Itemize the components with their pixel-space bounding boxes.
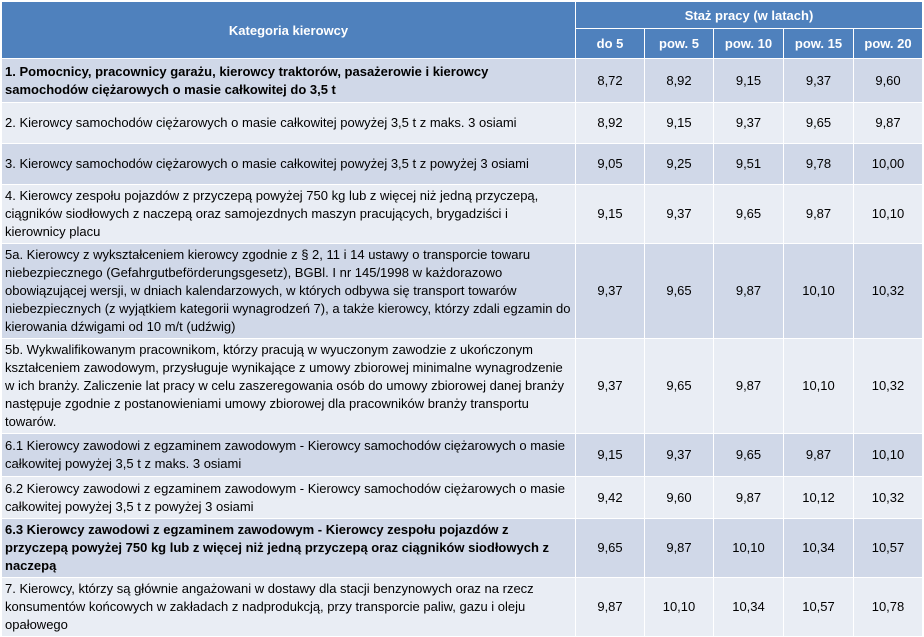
value-cell: 8,72 bbox=[575, 58, 645, 103]
value-cell: 9,05 bbox=[575, 143, 645, 185]
value-cell: 9,37 bbox=[644, 433, 714, 477]
value-cell: 9,78 bbox=[783, 143, 854, 185]
column-header: pow. 10 bbox=[713, 28, 784, 59]
value-cell: 9,60 bbox=[853, 58, 923, 103]
value-cell: 9,15 bbox=[644, 102, 714, 144]
value-cell: 10,10 bbox=[853, 184, 923, 244]
table-row: 7. Kierowcy, którzy są głównie angażowan… bbox=[1, 577, 923, 637]
column-header: pow. 20 bbox=[853, 28, 923, 59]
value-cell: 9,87 bbox=[575, 577, 645, 637]
value-cell: 10,32 bbox=[853, 476, 923, 519]
table-row: 6.1 Kierowcy zawodowi z egzaminem zawodo… bbox=[1, 433, 923, 477]
category-cell: 5a. Kierowcy z wykształceniem kierowcy z… bbox=[1, 243, 576, 339]
value-cell: 10,32 bbox=[853, 338, 923, 434]
table-row: 5a. Kierowcy z wykształceniem kierowcy z… bbox=[1, 243, 923, 339]
category-cell: 6.1 Kierowcy zawodowi z egzaminem zawodo… bbox=[1, 433, 576, 477]
value-cell: 10,10 bbox=[713, 518, 784, 578]
value-cell: 9,37 bbox=[575, 243, 645, 339]
table-row: 1. Pomocnicy, pracownicy garażu, kierowc… bbox=[1, 58, 923, 103]
category-cell: 5b. Wykwalifikowanym pracownikom, którzy… bbox=[1, 338, 576, 434]
category-cell: 7. Kierowcy, którzy są głównie angażowan… bbox=[1, 577, 576, 637]
value-cell: 10,32 bbox=[853, 243, 923, 339]
value-cell: 9,87 bbox=[713, 476, 784, 519]
value-cell: 9,25 bbox=[644, 143, 714, 185]
value-cell: 9,65 bbox=[644, 338, 714, 434]
value-cell: 9,15 bbox=[713, 58, 784, 103]
value-cell: 9,87 bbox=[713, 243, 784, 339]
value-cell: 10,78 bbox=[853, 577, 923, 637]
value-cell: 10,10 bbox=[783, 338, 854, 434]
value-cell: 9,51 bbox=[713, 143, 784, 185]
value-cell: 10,10 bbox=[853, 433, 923, 477]
value-cell: 10,10 bbox=[644, 577, 714, 637]
category-header: Kategoria kierowcy bbox=[1, 1, 576, 59]
value-cell: 9,37 bbox=[783, 58, 854, 103]
value-cell: 10,34 bbox=[783, 518, 854, 578]
value-cell: 9,37 bbox=[713, 102, 784, 144]
table-row: 2. Kierowcy samochodów ciężarowych o mas… bbox=[1, 102, 923, 144]
value-cell: 9,87 bbox=[783, 433, 854, 477]
value-cell: 9,65 bbox=[713, 433, 784, 477]
value-cell: 9,37 bbox=[575, 338, 645, 434]
value-cell: 9,37 bbox=[644, 184, 714, 244]
category-cell: 6.3 Kierowcy zawodowi z egzaminem zawodo… bbox=[1, 518, 576, 578]
value-cell: 9,15 bbox=[575, 184, 645, 244]
table-row: 6.3 Kierowcy zawodowi z egzaminem zawodo… bbox=[1, 518, 923, 578]
value-cell: 10,34 bbox=[713, 577, 784, 637]
value-cell: 10,10 bbox=[783, 243, 854, 339]
seniority-header: Staż pracy (w latach) bbox=[575, 1, 923, 29]
value-cell: 10,12 bbox=[783, 476, 854, 519]
value-cell: 10,57 bbox=[853, 518, 923, 578]
category-cell: 1. Pomocnicy, pracownicy garażu, kierowc… bbox=[1, 58, 576, 103]
category-cell: 6.2 Kierowcy zawodowi z egzaminem zawodo… bbox=[1, 476, 576, 519]
column-header: pow. 5 bbox=[644, 28, 714, 59]
value-cell: 9,65 bbox=[575, 518, 645, 578]
category-cell: 3. Kierowcy samochodów ciężarowych o mas… bbox=[1, 143, 576, 185]
value-cell: 9,15 bbox=[575, 433, 645, 477]
value-cell: 9,87 bbox=[644, 518, 714, 578]
table-row: 3. Kierowcy samochodów ciężarowych o mas… bbox=[1, 143, 923, 185]
category-cell: 2. Kierowcy samochodów ciężarowych o mas… bbox=[1, 102, 576, 144]
value-cell: 10,57 bbox=[783, 577, 854, 637]
value-cell: 10,00 bbox=[853, 143, 923, 185]
column-header: do 5 bbox=[575, 28, 645, 59]
value-cell: 9,42 bbox=[575, 476, 645, 519]
table-row: 4. Kierowcy zespołu pojazdów z przyczepą… bbox=[1, 184, 923, 244]
category-cell: 4. Kierowcy zespołu pojazdów z przyczepą… bbox=[1, 184, 576, 244]
column-header: pow. 15 bbox=[783, 28, 854, 59]
value-cell: 8,92 bbox=[575, 102, 645, 144]
table-row: 5b. Wykwalifikowanym pracownikom, którzy… bbox=[1, 338, 923, 434]
table-row: 6.2 Kierowcy zawodowi z egzaminem zawodo… bbox=[1, 476, 923, 519]
value-cell: 8,92 bbox=[644, 58, 714, 103]
value-cell: 9,60 bbox=[644, 476, 714, 519]
value-cell: 9,87 bbox=[783, 184, 854, 244]
value-cell: 9,87 bbox=[713, 338, 784, 434]
value-cell: 9,65 bbox=[783, 102, 854, 144]
value-cell: 9,87 bbox=[853, 102, 923, 144]
value-cell: 9,65 bbox=[644, 243, 714, 339]
value-cell: 9,65 bbox=[713, 184, 784, 244]
